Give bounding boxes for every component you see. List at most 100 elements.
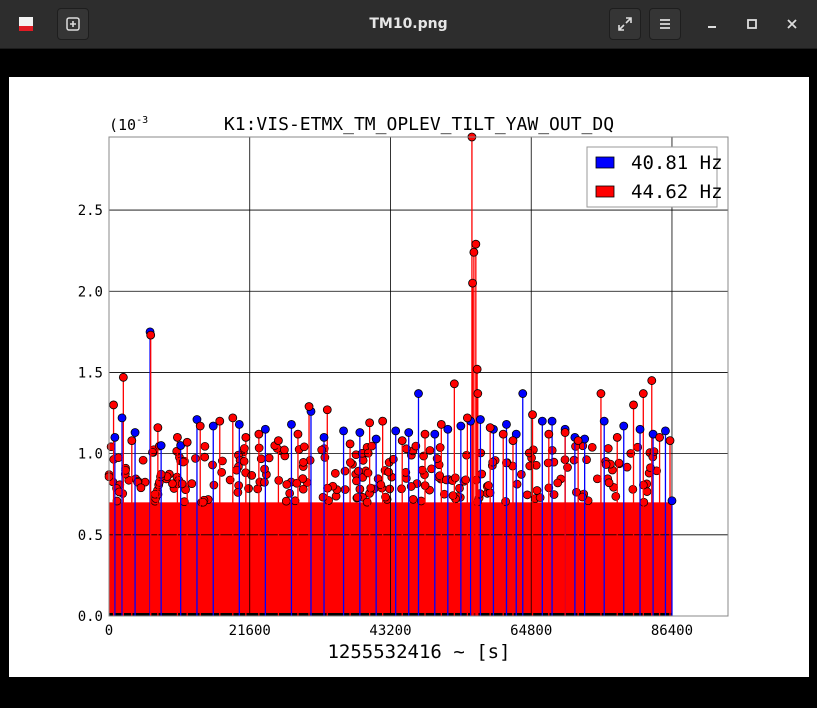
band-marker (264, 453, 274, 463)
y-tick-label: 2.5 (78, 203, 103, 219)
stem-marker-series-0 (667, 496, 677, 506)
band-marker (376, 480, 386, 490)
band-marker (299, 442, 309, 452)
stem-marker-series-0 (537, 416, 547, 426)
close-icon (787, 19, 797, 29)
stem-marker-series-1 (146, 330, 156, 340)
band-marker (225, 475, 235, 485)
band-marker (553, 478, 563, 488)
new-tab-button[interactable] (57, 8, 89, 40)
stem-marker-series-1 (473, 389, 483, 398)
band-marker (397, 484, 406, 494)
y-tick-label: 0.5 (78, 528, 103, 544)
menu-button[interactable] (649, 8, 681, 40)
band-marker (244, 484, 253, 493)
stem-chart: 0 21600 43200 64800 864000.00.51.01.52.02.5 … (78, 114, 729, 663)
band-marker (281, 496, 291, 506)
band-marker (280, 445, 289, 455)
stem-marker-series-0 (619, 421, 629, 431)
stem-marker-series-0 (156, 441, 166, 450)
band-marker (425, 446, 435, 455)
stem-marker-series-1 (345, 439, 355, 449)
stem-marker-series-1 (378, 416, 388, 426)
stem-marker-series-0 (456, 421, 466, 431)
stem-marker-series-1 (127, 436, 137, 446)
band-marker (260, 477, 269, 487)
chart-title: K1:VIS-ETMX_TM_OPLEV_TILT_YAW_OUT_DQ (224, 114, 614, 135)
band-marker (408, 494, 418, 504)
band-marker (455, 483, 464, 493)
band-marker (532, 486, 542, 495)
stem-marker-series-0 (110, 432, 120, 442)
stem-marker-series-1 (612, 432, 622, 442)
fullscreen-button[interactable] (609, 8, 641, 40)
band-marker (366, 483, 376, 493)
x-tick-label: 86400 (651, 623, 693, 639)
stem-marker-series-0 (443, 424, 453, 434)
stem-marker-series-0 (635, 424, 645, 434)
stem-marker-series-0 (208, 421, 218, 431)
stem-marker-series-1 (436, 419, 446, 429)
band-marker (516, 470, 526, 479)
stem-marker-series-1 (560, 428, 570, 437)
stem-marker-series-0 (117, 413, 127, 423)
x-tick-label: 0 (105, 623, 113, 639)
y-tick-label: 2.0 (78, 284, 103, 300)
legend-swatch-1 (595, 185, 615, 198)
stem-marker-series-1 (528, 410, 537, 420)
stem-marker-series-1 (274, 436, 283, 446)
stem-marker-series-1 (365, 418, 375, 428)
stem-marker-series-0 (371, 434, 381, 444)
stem-marker-series-0 (475, 415, 485, 424)
band-marker (385, 484, 395, 494)
stem-marker-series-1 (629, 400, 638, 410)
y-tick-label: 1.5 (78, 365, 103, 381)
stem-marker-series-1 (195, 421, 205, 431)
band-marker (340, 485, 350, 494)
band-marker (522, 490, 532, 500)
stem-marker-series-1 (485, 423, 495, 433)
menu-icon (660, 19, 670, 29)
stem-marker-series-1 (293, 429, 303, 439)
stem-marker-series-0 (339, 426, 348, 436)
band-marker (549, 490, 559, 499)
band-marker (512, 479, 522, 489)
fullscreen-icon (618, 17, 632, 31)
band-marker (601, 460, 611, 469)
band-marker (240, 444, 249, 453)
stem-marker-series-0 (502, 419, 511, 429)
close-button[interactable] (776, 8, 808, 40)
minimize-button[interactable] (696, 8, 728, 40)
band-marker (260, 464, 269, 474)
stem-marker-series-1 (665, 436, 675, 446)
band-marker (363, 448, 373, 458)
stem-marker-series-1 (508, 436, 518, 446)
stem-marker-series-1 (596, 389, 606, 398)
stem-marker-series-1 (173, 432, 182, 442)
band-marker (187, 479, 197, 488)
band-marker (298, 484, 308, 494)
stem-marker-series-1 (228, 413, 238, 423)
x-tick-label: 21600 (229, 623, 271, 639)
band-marker (200, 452, 210, 462)
band-marker (448, 491, 458, 500)
band-marker (569, 455, 579, 465)
band-marker (604, 478, 614, 488)
stem-marker-series-1 (241, 432, 251, 442)
stem-marker-series-0 (260, 424, 270, 434)
maximize-button[interactable] (736, 8, 768, 40)
band-marker (177, 479, 187, 489)
stem-marker-series-1 (449, 379, 459, 389)
stem-marker-series-1 (182, 437, 192, 447)
band-marker (435, 443, 445, 452)
band-marker (354, 466, 363, 476)
band-marker (340, 466, 350, 476)
stem-marker-series-1 (468, 278, 477, 288)
chart-image: 0 21600 43200 64800 86400 0.0 0.5 1.0 1.5 2.0 2.5 … (9, 77, 809, 677)
band-marker (217, 467, 227, 477)
app-icon (19, 17, 33, 31)
band-marker (318, 492, 328, 502)
x-tick-label: 43200 (369, 623, 411, 639)
legend-label-0: 40.81 Hz (631, 152, 723, 174)
band-marker (381, 492, 390, 502)
